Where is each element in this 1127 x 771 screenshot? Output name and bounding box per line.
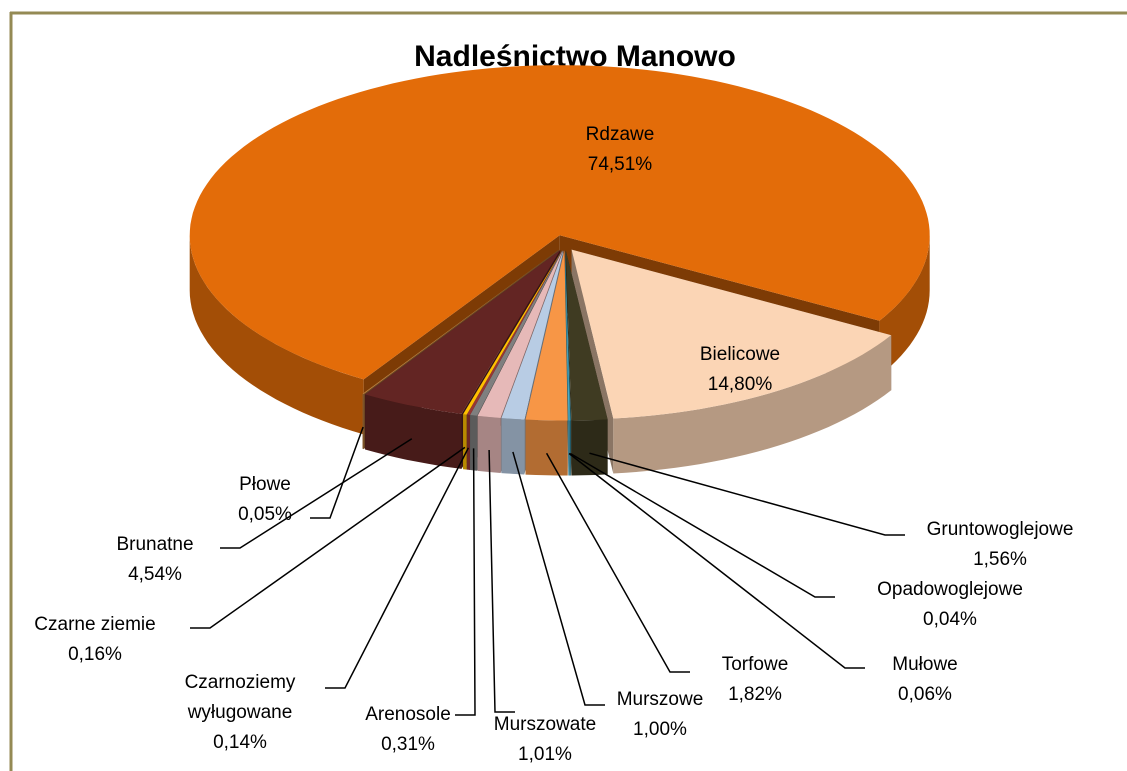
leader-line — [569, 452, 835, 598]
label-name: Opadowoglejowe — [877, 579, 1023, 600]
slice — [565, 250, 608, 421]
data-label: Murszowate 1,01% — [494, 710, 596, 770]
data-label: Czarnoziemy wyługowane 0,14% — [165, 668, 315, 758]
data-label: Brunatne 4,54% — [116, 530, 193, 590]
label-value: 0,16% — [68, 644, 122, 665]
slice-outer-face — [189, 235, 364, 435]
slice-outer-face — [568, 420, 570, 476]
data-label: Torfowe 1,82% — [722, 650, 789, 710]
slice-outer-face — [470, 415, 478, 471]
slice-outer-face — [362, 393, 364, 450]
slice-outer-face — [463, 414, 467, 470]
data-label: Opadowoglejowe 0,04% — [877, 575, 1023, 635]
label-name: Murszowe — [616, 689, 704, 710]
slice — [365, 250, 561, 414]
data-label: Murszowe 1,00% — [617, 685, 704, 745]
label-name: Mułowe — [892, 654, 958, 675]
label-name: Torfowe — [721, 654, 789, 675]
data-label: Bielicowe 14,80% — [700, 340, 780, 400]
leader-line — [310, 426, 364, 519]
label-name: Rdzawe — [585, 124, 655, 145]
label-name: Gruntowoglejowe — [926, 519, 1074, 540]
slice — [189, 65, 930, 380]
leader-line — [512, 451, 605, 706]
leader-line — [220, 438, 413, 549]
slice-outer-face — [613, 335, 892, 474]
label-value: 4,54% — [128, 564, 182, 585]
label-value: 1,00% — [633, 719, 687, 740]
slice-outer-face — [477, 415, 501, 473]
label-value: 0,31% — [381, 734, 435, 755]
leader-line — [488, 449, 515, 713]
slice-outer-face — [365, 394, 462, 469]
slice-outer-face — [466, 414, 470, 470]
label-value: 0,05% — [238, 504, 292, 525]
data-label: Rdzawe 74,51% — [586, 120, 655, 180]
slice-outer-face — [571, 419, 608, 476]
label-value: 1,56% — [973, 549, 1027, 570]
slice — [477, 250, 563, 418]
data-label: Czarne ziemie 0,16% — [34, 610, 155, 670]
slice — [470, 250, 563, 416]
leader-line — [190, 446, 466, 629]
label-name: Murszowate — [493, 714, 597, 735]
label-value: 74,51% — [587, 154, 653, 175]
label-name: Arenosole — [365, 704, 451, 725]
slice — [565, 250, 571, 421]
slice — [463, 250, 562, 415]
label-name: Brunatne — [116, 534, 194, 555]
leader-line — [455, 448, 476, 716]
leader-line — [589, 452, 905, 536]
label-value: 0,06% — [898, 684, 952, 705]
data-label: Płowe 0,05% — [238, 470, 292, 530]
slice-tops — [189, 65, 930, 421]
label-name: Bielicowe — [699, 344, 781, 365]
slice-outer-face — [879, 235, 930, 376]
data-label: Mułowe 0,06% — [892, 650, 957, 710]
label-value: 0,14% — [213, 732, 267, 753]
label-value: 14,80% — [707, 374, 773, 395]
slice — [525, 250, 568, 421]
slice — [362, 249, 559, 395]
slice-outer-face — [569, 420, 571, 476]
label-name: Czarnoziemy wyługowane — [184, 672, 296, 723]
slice-outer-face — [501, 418, 525, 475]
label-value: 0,04% — [923, 609, 977, 630]
label-value: 1,01% — [518, 744, 572, 765]
label-name: Płowe — [239, 474, 291, 495]
slice — [565, 250, 570, 421]
data-label: Arenosole 0,31% — [365, 700, 451, 760]
label-name: Czarne ziemie — [34, 614, 156, 635]
slice — [571, 249, 892, 419]
slice — [501, 250, 564, 420]
data-label: Gruntowoglejowe 1,56% — [927, 515, 1074, 575]
leader-line — [568, 452, 865, 669]
slice — [466, 250, 562, 415]
leader-line — [325, 447, 470, 689]
slice-outer-face — [525, 419, 568, 476]
leader-line — [545, 452, 690, 673]
label-value: 1,82% — [728, 684, 782, 705]
